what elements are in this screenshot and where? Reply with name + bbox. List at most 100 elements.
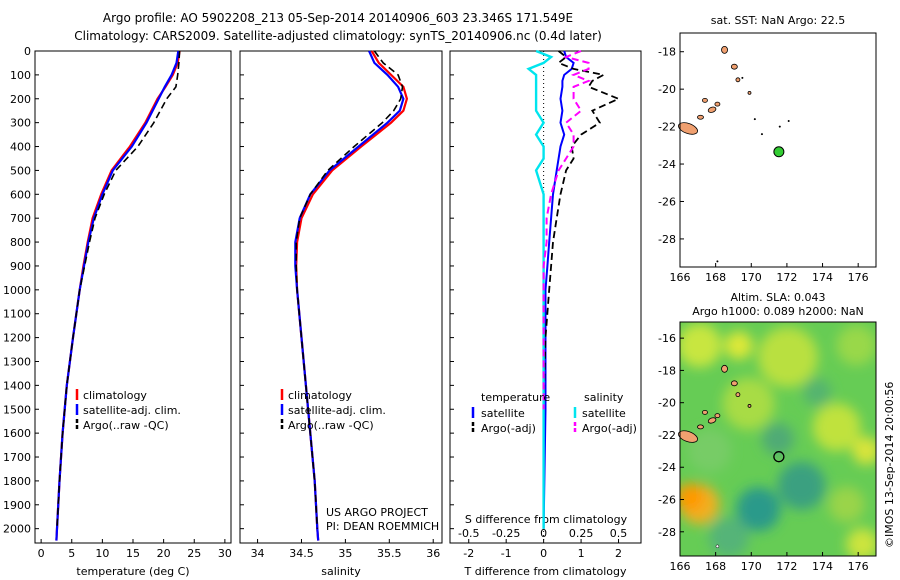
temp-xtick-label: 10: [95, 547, 109, 560]
temp-ytick-label: 1000: [3, 284, 31, 297]
sst-island: [697, 114, 704, 120]
sla-xtick-label: 176: [848, 560, 869, 573]
sal-legend-label: satellite-adj. clim.: [288, 404, 386, 417]
temp-ytick-label: 900: [10, 260, 31, 273]
sst-island: [735, 77, 741, 83]
sst-float-marker: [773, 146, 785, 158]
diff-series-line: [542, 50, 592, 410]
sla-xtick-label: 170: [741, 560, 762, 573]
sst-island: [721, 45, 728, 54]
sst-ytick-label: -18: [658, 46, 676, 59]
temp-ytick-label: 1900: [3, 499, 31, 512]
temp-ytick-label: 2000: [3, 523, 31, 536]
sla-reef-dot: [715, 544, 720, 549]
sal-legend-label: Argo(..raw -QC): [288, 419, 374, 432]
sst-island: [678, 122, 698, 135]
sst-ytick-label: -22: [658, 121, 676, 134]
sla-anomaly-blob: [687, 428, 732, 473]
sla-xtick-label: 174: [812, 560, 833, 573]
sst-xtick-label: 170: [741, 271, 762, 284]
temp-ytick-label: 100: [10, 69, 31, 82]
sst-map-title: sat. SST: NaN Argo: 22.5: [711, 14, 845, 27]
sla-anomaly-blob: [836, 325, 876, 366]
sst-island: [714, 101, 721, 107]
diff-legend-label: satellite: [481, 407, 525, 420]
sla-anomaly-blob: [736, 487, 781, 532]
temp-xtick-label: 15: [126, 547, 140, 560]
temp-series-line: [55, 50, 181, 541]
sal-xtick-label: 34.5: [289, 547, 314, 560]
temp-legend-label: satellite-adj. clim.: [83, 404, 181, 417]
sla-ytick-label: -18: [658, 364, 676, 377]
sla-ytick-label: -22: [658, 429, 676, 442]
figure-title: Argo profile: AO 5902208_213 05-Sep-2014…: [103, 11, 573, 25]
sst-map: sat. SST: NaN Argo: 22.5 166 168 170 172 174 1…: [658, 14, 877, 284]
sal-frame: [239, 50, 443, 544]
diff-xlabel-s: S difference from climatology: [465, 513, 628, 526]
sst-island: [707, 106, 717, 113]
sst-xtick-label: 172: [776, 271, 797, 284]
temp-ytick-label: 400: [10, 141, 31, 154]
diff-xlabel-t: T difference from climatology: [464, 565, 627, 578]
temp-xtick-label: 25: [187, 547, 201, 560]
sla-anomaly-blob: [680, 323, 722, 368]
sla-field: [680, 322, 876, 556]
sla-ytick-label: -16: [658, 332, 676, 345]
sal-xlabel: salinity: [321, 565, 361, 578]
sst-ytick-label: -20: [658, 83, 676, 96]
diff-xtick-label: 0: [540, 547, 547, 560]
temp-ytick-label: 1100: [3, 308, 31, 321]
temp-xtick-label: 30: [218, 547, 232, 560]
sla-ytick-label: -20: [658, 397, 676, 410]
temp-xtick-label: 0: [38, 547, 45, 560]
diff-legend-label: Argo(-adj): [582, 422, 637, 435]
sst-island: [747, 91, 752, 95]
sla-island: [707, 417, 717, 424]
diff-legend-header: temperature: [481, 391, 550, 404]
sla-island: [730, 380, 738, 387]
credit-line-1: US ARGO PROJECT: [326, 506, 428, 519]
sla-xtick-label: 168: [705, 560, 726, 573]
sla-anomaly-blob: [846, 528, 876, 556]
sst-xtick-label: 174: [812, 271, 833, 284]
diff-legend-header: salinity: [584, 391, 624, 404]
difference-profile-plot: -2 -1 0 1 2 T difference from climatology -0.5…: [449, 49, 642, 578]
diff-series-line: [526, 49, 554, 529]
diff-series-line: [542, 50, 575, 529]
sst-reef-dot: [787, 119, 790, 122]
sla-island: [697, 424, 704, 430]
sal-series-line: [295, 50, 404, 529]
temp-ytick-label: 600: [10, 188, 31, 201]
temp-ytick-label: 800: [10, 236, 31, 249]
sla-anomaly-blob: [680, 483, 704, 512]
sla-ytick-label: -28: [658, 526, 676, 539]
sla-ytick-label: -26: [658, 494, 676, 507]
temp-ytick-label: 1300: [3, 355, 31, 368]
sla-anomaly-blob: [724, 331, 753, 360]
diff-s-tick-label: 0.25: [569, 527, 594, 540]
diff-s-tick-label: 0.5: [610, 527, 628, 540]
sla-island: [735, 392, 741, 398]
temp-ytick-label: 200: [10, 93, 31, 106]
sst-reef-dot: [760, 133, 763, 136]
sal-xtick-label: 35: [338, 547, 352, 560]
sla-anomaly-blob: [709, 517, 749, 556]
diff-frame: [449, 50, 642, 544]
sla-anomaly-blob: [722, 377, 775, 430]
temp-frame: [34, 50, 232, 544]
sal-xtick-label: 35.5: [377, 547, 402, 560]
sla-anomaly-blob: [852, 436, 876, 465]
sla-anomaly-blob: [757, 327, 818, 388]
diff-xtick-label: -1: [501, 547, 512, 560]
diff-series-line: [542, 50, 621, 410]
sal-xtick-label: 34: [251, 547, 265, 560]
temp-ytick-label: 300: [10, 117, 31, 130]
sst-island: [730, 63, 738, 70]
temp-legend-label: Argo(..raw -QC): [83, 419, 169, 432]
temp-series-line: [55, 50, 180, 541]
sla-island: [678, 430, 698, 443]
figure-subtitle: Climatology: CARS2009. Satellite-adjuste…: [74, 29, 602, 43]
temp-legend-label: climatology: [83, 389, 147, 402]
